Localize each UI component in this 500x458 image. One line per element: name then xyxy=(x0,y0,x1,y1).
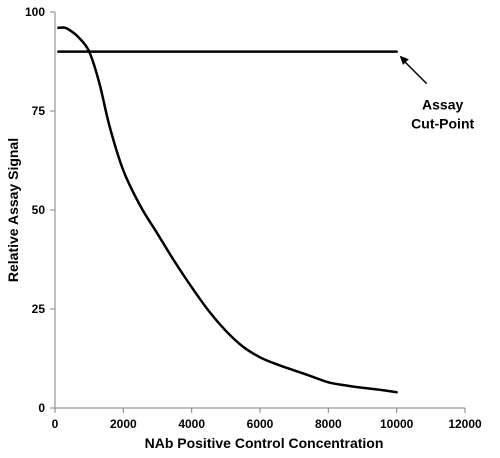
x-tick-label: 2000 xyxy=(110,417,137,431)
x-tick-label: 8000 xyxy=(315,417,342,431)
y-tick-label: 0 xyxy=(38,401,45,415)
annotation-arrowhead xyxy=(399,55,409,65)
x-tick-label: 0 xyxy=(52,417,59,431)
x-tick-label: 4000 xyxy=(178,417,205,431)
plot-area xyxy=(57,26,398,394)
x-tick-label: 10000 xyxy=(380,417,414,431)
y-tick-label: 75 xyxy=(32,104,46,118)
x-tick-label: 12000 xyxy=(448,417,482,431)
y-tick-label: 50 xyxy=(32,203,46,217)
axes: 0 2000 4000 6000 8000 10000 12000 0 25 50 75 100 xyxy=(25,5,482,431)
signal-curve xyxy=(57,26,398,394)
annotation-group: Assay Cut-Point xyxy=(399,55,474,132)
y-axis-title: Relative Assay Signal xyxy=(5,138,21,282)
x-tick-label: 6000 xyxy=(247,417,274,431)
annotation-label-line: Cut-Point xyxy=(411,116,474,132)
y-tick-label: 25 xyxy=(32,302,46,316)
annotation-arrow-line xyxy=(402,59,428,85)
y-tick-label: 100 xyxy=(25,5,45,19)
x-axis-title: NAb Positive Control Concentration xyxy=(145,435,384,451)
annotation-label-line: Assay xyxy=(422,97,463,113)
